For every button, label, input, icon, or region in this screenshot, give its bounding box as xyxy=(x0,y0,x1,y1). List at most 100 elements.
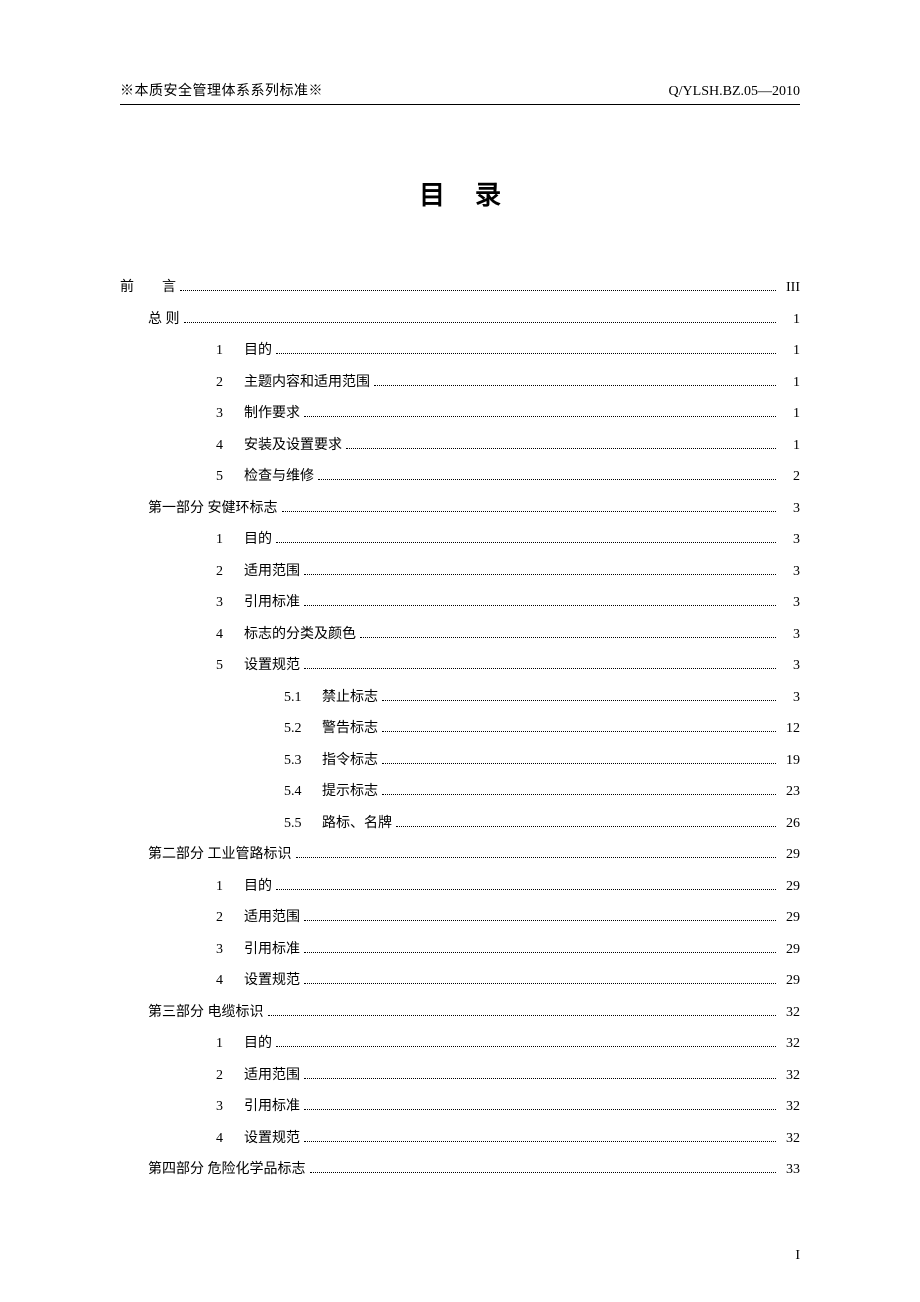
toc-leader xyxy=(318,479,776,480)
toc-row: 4安装及设置要求1 xyxy=(120,430,800,462)
toc-label: 引用标准 xyxy=(244,1091,300,1123)
toc-number: 5.5 xyxy=(284,808,318,840)
toc-label: 第三部分 电缆标识 xyxy=(148,997,264,1029)
toc-page: 1 xyxy=(780,304,800,336)
toc-number: 2 xyxy=(216,1060,240,1092)
toc-label: 主题内容和适用范围 xyxy=(244,367,370,399)
toc-leader xyxy=(304,983,776,984)
toc-page: 32 xyxy=(780,1091,800,1123)
toc-number: 5 xyxy=(216,650,240,682)
toc-number: 1 xyxy=(216,871,240,903)
toc-label: 适用范围 xyxy=(244,902,300,934)
toc-label: 设置规范 xyxy=(244,965,300,997)
toc-leader xyxy=(304,1078,776,1079)
toc-page: 33 xyxy=(780,1154,800,1186)
toc-page: 12 xyxy=(780,713,800,745)
toc-leader xyxy=(304,574,776,575)
toc-row: 4设置规范29 xyxy=(120,965,800,997)
toc-label: 设置规范 xyxy=(244,1123,300,1155)
toc-row: 5.1禁止标志3 xyxy=(120,682,800,714)
toc-label: 目的 xyxy=(244,524,272,556)
toc-page: 1 xyxy=(780,335,800,367)
toc-leader xyxy=(304,1109,776,1110)
toc-leader xyxy=(276,353,776,354)
toc-row: 3引用标准 32 xyxy=(120,1091,800,1123)
toc-label: 警告标志 xyxy=(322,713,378,745)
toc-page: 29 xyxy=(780,902,800,934)
toc-page: 3 xyxy=(780,524,800,556)
toc-leader xyxy=(374,385,776,386)
toc-row: 2主题内容和适用范围1 xyxy=(120,367,800,399)
toc-label: 指令标志 xyxy=(322,745,378,777)
toc-number: 5 xyxy=(216,461,240,493)
toc-page: 19 xyxy=(780,745,800,777)
toc-number: 4 xyxy=(216,430,240,462)
toc-page: 29 xyxy=(780,839,800,871)
toc-label: 适用范围 xyxy=(244,1060,300,1092)
toc-page: 3 xyxy=(780,682,800,714)
toc-leader xyxy=(282,511,777,512)
toc-row: 2适用范围3 xyxy=(120,556,800,588)
toc-leader xyxy=(276,542,776,543)
toc-row: 5.2警告标志 12 xyxy=(120,713,800,745)
toc-row: 2适用范围29 xyxy=(120,902,800,934)
toc-label: 目的 xyxy=(244,871,272,903)
toc-page: 1 xyxy=(780,367,800,399)
toc-number: 1 xyxy=(216,524,240,556)
toc-label: 引用标准 xyxy=(244,587,300,619)
page-title: 目录 xyxy=(120,175,800,212)
toc-leader xyxy=(382,700,776,701)
toc-number: 5.2 xyxy=(284,713,318,745)
toc-label: 目的 xyxy=(244,335,272,367)
toc-label: 第四部分 危险化学品标志 xyxy=(148,1154,306,1186)
toc-page: 3 xyxy=(780,587,800,619)
toc-leader xyxy=(304,920,776,921)
toc-page: 32 xyxy=(780,997,800,1029)
toc-row: 第四部分 危险化学品标志 33 xyxy=(120,1154,800,1186)
toc-page: 3 xyxy=(780,493,800,525)
toc-page: 29 xyxy=(780,965,800,997)
toc-number: 5.3 xyxy=(284,745,318,777)
toc-number: 1 xyxy=(216,335,240,367)
toc-number: 3 xyxy=(216,1091,240,1123)
toc-leader xyxy=(268,1015,777,1016)
toc-leader xyxy=(276,889,776,890)
toc-page: 3 xyxy=(780,556,800,588)
toc-row: 4设置规范 32 xyxy=(120,1123,800,1155)
toc-page: 2 xyxy=(780,461,800,493)
toc-leader xyxy=(304,668,776,669)
toc-page: 1 xyxy=(780,430,800,462)
toc-leader xyxy=(382,731,776,732)
toc-label: 适用范围 xyxy=(244,556,300,588)
toc-label: 引用标准 xyxy=(244,934,300,966)
toc-leader xyxy=(304,1141,776,1142)
toc-row: 1目的 3 xyxy=(120,524,800,556)
toc-leader xyxy=(360,637,776,638)
toc-row: 5.4提示标志23 xyxy=(120,776,800,808)
toc-label: 目的 xyxy=(244,1028,272,1060)
toc-row: 3引用标准3 xyxy=(120,587,800,619)
toc-page: 32 xyxy=(780,1123,800,1155)
toc-leader xyxy=(310,1172,777,1173)
table-of-contents: 前 言III总 则11目的12主题内容和适用范围13制作要求14安装及设置要求1… xyxy=(120,272,800,1186)
toc-leader xyxy=(304,605,776,606)
toc-label: 标志的分类及颜色 xyxy=(244,619,356,651)
toc-leader xyxy=(296,857,777,858)
toc-number: 3 xyxy=(216,934,240,966)
toc-number: 3 xyxy=(216,398,240,430)
toc-number: 4 xyxy=(216,1123,240,1155)
toc-leader xyxy=(276,1046,776,1047)
toc-row: 总 则1 xyxy=(120,304,800,336)
toc-row: 3引用标准29 xyxy=(120,934,800,966)
header-right: Q/YLSH.BZ.05—2010 xyxy=(669,84,800,100)
toc-number: 5.4 xyxy=(284,776,318,808)
toc-row: 2适用范围32 xyxy=(120,1060,800,1092)
toc-row: 5.5路标、名牌26 xyxy=(120,808,800,840)
toc-leader xyxy=(304,952,776,953)
toc-page: 1 xyxy=(780,398,800,430)
toc-row: 第一部分 安健环标志3 xyxy=(120,493,800,525)
toc-row: 前 言III xyxy=(120,272,800,304)
toc-leader xyxy=(396,826,776,827)
toc-page: 26 xyxy=(780,808,800,840)
toc-label: 前 言 xyxy=(120,272,176,304)
